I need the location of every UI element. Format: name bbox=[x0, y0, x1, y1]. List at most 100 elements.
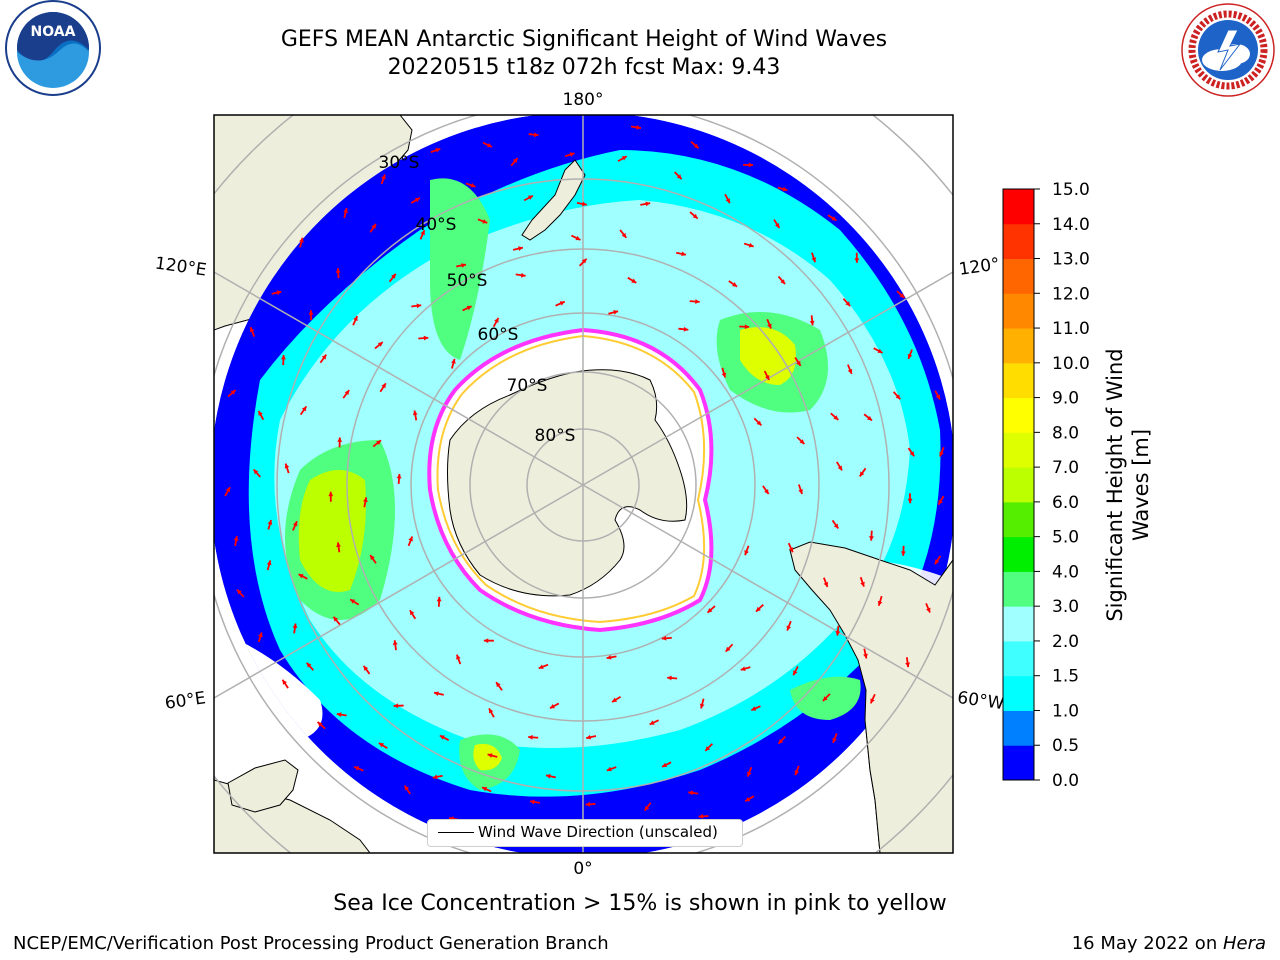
latitude-label-80s: 80°S bbox=[535, 426, 576, 446]
wave-direction-arrowhead bbox=[336, 542, 341, 548]
legend-label: Wind Wave Direction (unscaled) bbox=[478, 823, 718, 841]
wave-direction-arrowhead bbox=[859, 471, 865, 477]
wave-direction-arrowhead bbox=[569, 152, 575, 157]
wave-direction-arrowhead bbox=[751, 706, 757, 711]
wave-direction-arrowhead bbox=[512, 158, 518, 163]
wave-direction-arrowhead bbox=[371, 223, 376, 229]
wave-direction-arrowhead bbox=[321, 354, 327, 360]
antarctica-land bbox=[447, 369, 688, 597]
wave-direction-arrowhead bbox=[363, 497, 368, 503]
wave-direction-arrowhead bbox=[381, 174, 386, 180]
wave-direction-arrowhead bbox=[744, 550, 749, 556]
wave-direction-arrowhead bbox=[860, 581, 865, 587]
wave-direction-arrowhead bbox=[798, 489, 803, 494]
wave-direction-arrowhead bbox=[721, 372, 727, 378]
wave-direction-arrowhead bbox=[793, 670, 798, 676]
wave-direction-arrowhead bbox=[337, 437, 343, 442]
colorbar-segment bbox=[1003, 501, 1034, 538]
wave-direction-arrowhead bbox=[396, 473, 402, 479]
wave-direction-arrowhead bbox=[811, 257, 816, 263]
wave-direction-arrowhead bbox=[363, 665, 369, 671]
wave-direction-arrowhead bbox=[877, 600, 883, 606]
colorbar-tick-label: 13.0 bbox=[1052, 250, 1090, 270]
colorbar-tick-label: 3.0 bbox=[1052, 597, 1079, 617]
colorbar-segment bbox=[1003, 223, 1034, 260]
wave-direction-arrowhead bbox=[533, 132, 539, 138]
wave-direction-arrowhead bbox=[549, 703, 555, 709]
colorbar-tick-label: 6.0 bbox=[1052, 493, 1079, 513]
wave-direction-arrowhead bbox=[317, 721, 323, 727]
colorbar-segment bbox=[1003, 467, 1034, 503]
wave-direction-arrowhead bbox=[688, 790, 694, 796]
colorbar-segment bbox=[1003, 745, 1034, 781]
colorbar-tick-label: 8.0 bbox=[1052, 423, 1079, 443]
colorbar-segment bbox=[1003, 189, 1034, 225]
colorbar-segment bbox=[1003, 258, 1034, 294]
wave-direction-arrowhead bbox=[695, 299, 700, 304]
wave-direction-arrowhead bbox=[494, 317, 499, 323]
wave-direction-arrowhead bbox=[545, 773, 551, 779]
wave-direction-arrowhead bbox=[412, 410, 418, 416]
colorbar-segment bbox=[1003, 536, 1034, 572]
wave-direction-arrowhead bbox=[299, 237, 304, 243]
wave-direction-arrowhead bbox=[456, 654, 461, 660]
wave-direction-arrowhead bbox=[298, 574, 304, 579]
wave-direction-arrowhead bbox=[667, 675, 672, 681]
sea-ice-note: Sea Ice Concentration > 15% is shown in … bbox=[333, 891, 947, 916]
wave-direction-arrowhead bbox=[528, 734, 533, 740]
wave-direction-arrowhead bbox=[258, 632, 263, 638]
wave-direction-arrowhead bbox=[748, 162, 754, 168]
wave-direction-arrowhead bbox=[408, 536, 413, 542]
wave-direction-arrowhead bbox=[276, 290, 282, 295]
legend-line-icon bbox=[438, 832, 474, 833]
wave-direction-arrowhead bbox=[466, 305, 472, 311]
wave-direction-arrowhead bbox=[796, 360, 801, 366]
national-weather-service-logo-icon bbox=[1181, 3, 1275, 97]
wave-direction-arrowhead bbox=[756, 606, 761, 612]
wave-direction-arrowhead bbox=[301, 406, 307, 412]
wave-direction-arrowhead bbox=[681, 251, 687, 257]
wave-direction-arrowhead bbox=[699, 703, 705, 709]
colorbar-tick-label: 1.5 bbox=[1052, 667, 1079, 687]
map-legend: Wind Wave Direction (unscaled) bbox=[427, 819, 743, 847]
wave-direction-arrowhead bbox=[281, 355, 286, 360]
wave-direction-arrowhead bbox=[877, 348, 883, 353]
wave-direction-arrowhead bbox=[392, 640, 398, 645]
colorbar-frame bbox=[1002, 188, 1035, 781]
wave-direction-arrowhead bbox=[308, 310, 314, 315]
latitude-label-70s: 70°S bbox=[507, 376, 548, 396]
colorbar-tick-label: 0.5 bbox=[1052, 736, 1079, 756]
wave-direction-arrowhead bbox=[822, 696, 828, 701]
wave-direction-arrowhead bbox=[938, 499, 943, 505]
wave-direction-arrowhead bbox=[249, 327, 255, 333]
wave-direction-arrowhead bbox=[870, 698, 875, 704]
wave-direction-arrowhead bbox=[236, 589, 242, 595]
wave-direction-arrowhead bbox=[559, 301, 565, 306]
colorbar-segment bbox=[1003, 362, 1034, 399]
wave-direction-arrowhead bbox=[612, 697, 618, 703]
wave-direction-arrowhead bbox=[707, 607, 713, 613]
colorbar-tick-label: 9.0 bbox=[1052, 389, 1079, 409]
wave-direction-arrowhead bbox=[393, 703, 399, 709]
wave-direction-arrowhead bbox=[725, 646, 731, 652]
wave-direction-arrowhead bbox=[740, 666, 746, 672]
wave-direction-arrowhead bbox=[423, 335, 429, 341]
wave-direction-arrowhead bbox=[414, 197, 420, 203]
wave-direction-arrowhead bbox=[732, 282, 738, 287]
wave-direction-arrowhead bbox=[907, 353, 913, 359]
wave-direction-arrowhead bbox=[606, 766, 612, 772]
latitude-label-30s: 30°S bbox=[379, 153, 420, 173]
wave-direction-arrowhead bbox=[799, 439, 805, 444]
wave-direction-arrowhead bbox=[404, 785, 410, 791]
wave-direction-arrowhead bbox=[854, 258, 860, 263]
wave-direction-arrowhead bbox=[823, 582, 829, 587]
wave-direction-arrowhead bbox=[774, 223, 780, 228]
wave-direction-arrowhead bbox=[606, 654, 612, 660]
latitude-label-60s: 60°S bbox=[478, 325, 519, 345]
wave-direction-arrowhead bbox=[335, 268, 341, 273]
wave-direction-arrowhead bbox=[613, 310, 619, 315]
sea-ice-inner-edge bbox=[436, 334, 706, 624]
wave-direction-arrowhead bbox=[370, 555, 375, 561]
noaa-logo-text: NOAA bbox=[31, 24, 76, 40]
wave-direction-arrowhead bbox=[416, 303, 422, 309]
